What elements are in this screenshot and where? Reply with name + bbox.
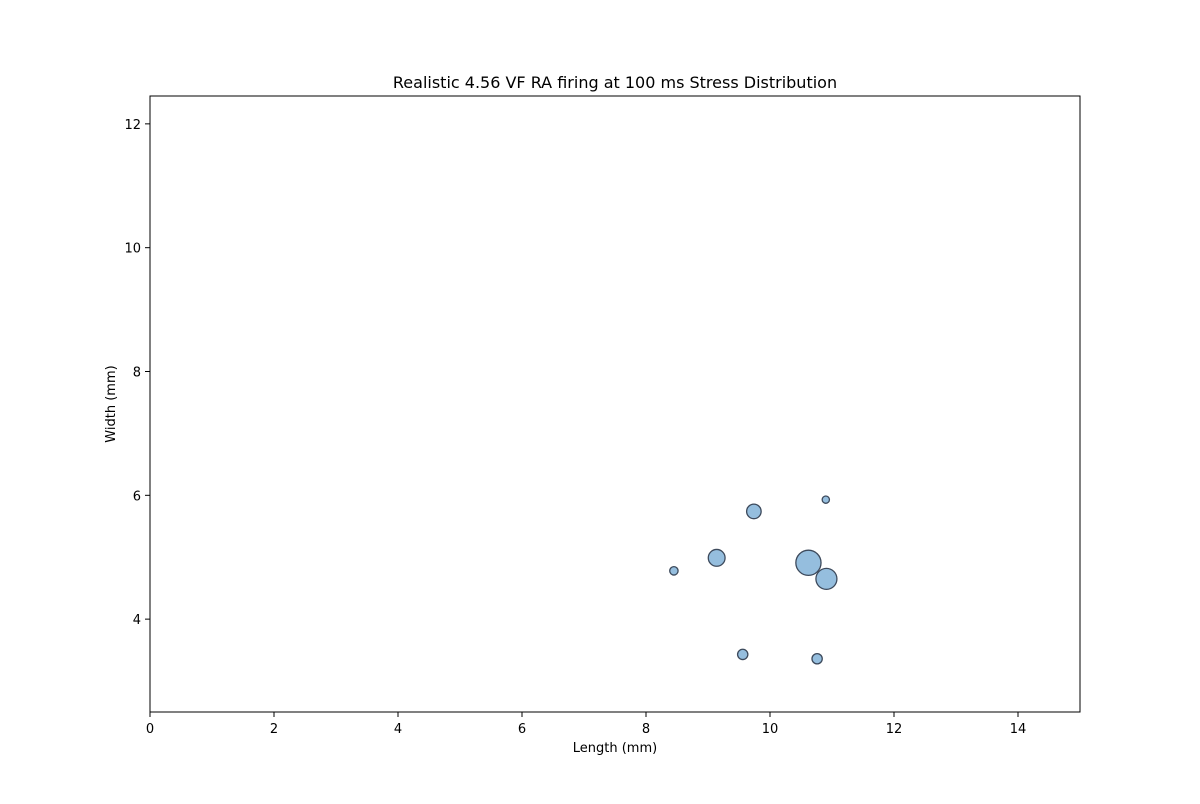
- scatter-point: [821, 495, 831, 504]
- scatter-point: [736, 648, 749, 661]
- scatter-point: [811, 652, 823, 665]
- chart-title: Realistic 4.56 VF RA firing at 100 ms St…: [393, 73, 837, 92]
- y-tick-label: 6: [133, 489, 141, 504]
- y-axis-ticks: 4 6 8 10 12: [124, 118, 150, 628]
- scatter-point: [745, 503, 762, 520]
- y-tick-label: 12: [124, 118, 141, 133]
- y-tick-label: 4: [133, 613, 141, 628]
- x-tick-label: 14: [1010, 722, 1027, 737]
- x-tick-label: 6: [518, 722, 526, 737]
- x-tick-label: 8: [642, 722, 650, 737]
- plot-frame: [149, 95, 1081, 713]
- x-tick-label: 4: [394, 722, 402, 737]
- y-tick-label: 8: [133, 365, 141, 380]
- x-axis-label: Length (mm): [573, 741, 657, 756]
- x-tick-label: 0: [146, 722, 154, 737]
- x-tick-label: 2: [270, 722, 278, 737]
- x-tick-label: 10: [762, 722, 779, 737]
- x-axis-ticks: 0 2 4 6 8 10 12 14: [146, 712, 1026, 737]
- y-axis-label: Width (mm): [104, 365, 119, 442]
- scatter-point: [815, 567, 838, 591]
- y-tick-label: 10: [124, 242, 141, 257]
- scatter-point: [669, 565, 679, 576]
- scatter-point: [795, 549, 822, 577]
- points-layer: [669, 495, 838, 665]
- x-tick-label: 12: [886, 722, 903, 737]
- scatter-point: [707, 548, 726, 567]
